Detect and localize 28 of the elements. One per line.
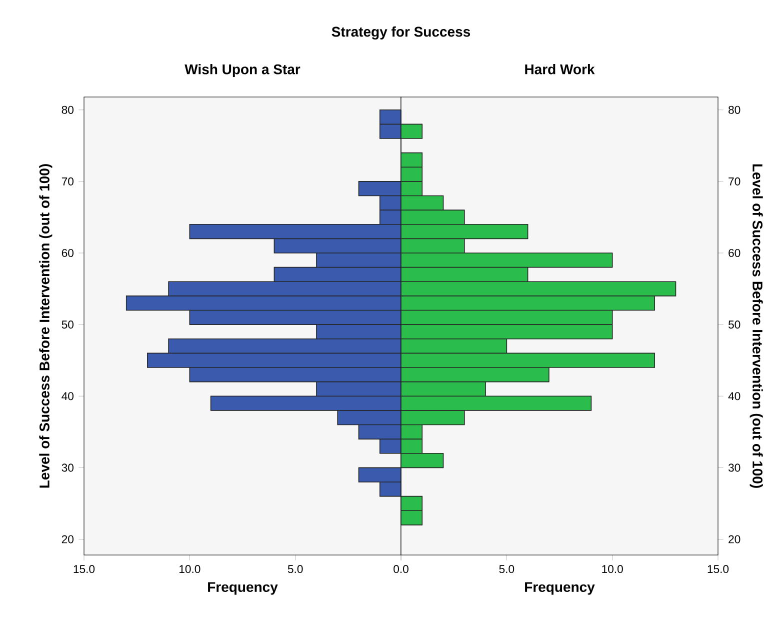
y-tick-label: 50: [728, 320, 740, 329]
y-tick-label: 40: [62, 392, 74, 400]
y-tick-label: 30: [728, 464, 740, 472]
x-tick-label: 5.0: [499, 565, 514, 574]
y-axis-title: Level of Success Before Intervention (out of 100): [39, 164, 52, 488]
x-tick-label: 15.0: [708, 565, 729, 574]
x-tick-label: 0.0: [394, 565, 408, 574]
chart-title: Strategy for Success: [332, 26, 470, 40]
y-tick-label: 20: [62, 535, 74, 544]
x-tick-label: 10.0: [602, 565, 623, 574]
chart-subtitle: Wish Upon a Star: [184, 64, 300, 78]
y-tick-label: 60: [728, 248, 740, 258]
y-axis-title: Level of Success Before Intervention (out of 100): [750, 164, 763, 488]
y-tick-label: 70: [62, 177, 74, 186]
y-tick-label: 40: [728, 392, 740, 400]
y-tick-label: 30: [62, 464, 74, 472]
x-tick-label: 15.0: [74, 565, 95, 574]
x-tick-label: 5.0: [288, 565, 303, 574]
x-tick-label: 10.0: [180, 565, 200, 574]
chart-subtitle: Hard Work: [525, 64, 595, 74]
x-axis-title: Frequency: [208, 582, 278, 595]
y-tick-label: 80: [62, 106, 74, 114]
y-tick-label: 80: [728, 106, 740, 114]
y-tick-label: 70: [728, 177, 740, 186]
y-tick-label: 50: [62, 320, 74, 329]
y-tick-label: 20: [728, 535, 740, 544]
y-tick-label: 60: [62, 248, 74, 258]
x-axis-title: Frequency: [525, 582, 595, 595]
